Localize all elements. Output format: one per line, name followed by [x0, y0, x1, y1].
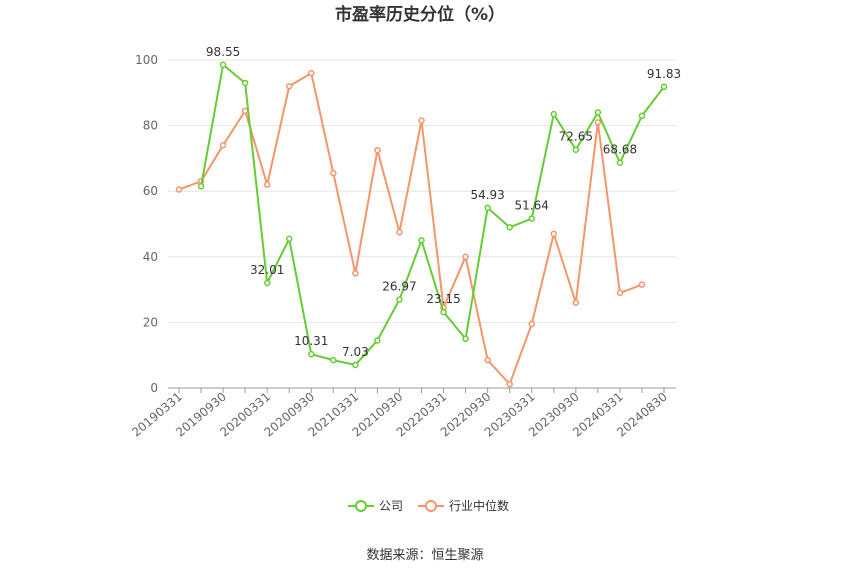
data-point-0: [528, 215, 535, 222]
data-point-1: [263, 181, 271, 188]
data-point-0: [550, 110, 558, 118]
y-tick-label: 20: [143, 315, 158, 329]
data-point-1: [572, 299, 580, 306]
data-point-1: [616, 289, 624, 297]
axes: [168, 387, 676, 393]
data-label: 68.68: [603, 143, 637, 157]
legend[interactable]: 公司 行业中位数: [348, 498, 509, 513]
data-point-0: [308, 350, 315, 358]
data-point-0: [484, 204, 491, 212]
data-point-1: [352, 269, 359, 277]
data-point-0: [374, 337, 381, 344]
grid-lines: [168, 59, 676, 323]
data-label: 26.97: [382, 280, 416, 294]
data-label: 10.31: [294, 334, 328, 348]
data-label: 51.64: [515, 199, 549, 213]
data-point-0: [219, 61, 227, 69]
data-point-1: [484, 356, 491, 364]
data-label: 54.93: [470, 188, 504, 202]
x-axis-ticks: 2019033120190930202003312020093020210331…: [129, 390, 670, 440]
data-point-0: [660, 83, 668, 91]
legend-label: 行业中位数: [449, 498, 509, 513]
data-point-1: [594, 119, 602, 126]
data-point-0: [462, 335, 469, 343]
data-labels: 98.55 32.01 10.31 7.03 26.97 23.15 54.93 51.64 7…: [206, 45, 681, 359]
data-point-0: [638, 112, 646, 120]
data-label: 23.15: [426, 292, 460, 306]
series-line-0: [200, 63, 665, 366]
data-point-1: [330, 169, 337, 177]
chart-title: 市盈率历史分位（%）: [335, 4, 505, 25]
data-point-0: [594, 109, 602, 116]
series-group: [175, 61, 668, 388]
data-point-0: [572, 146, 580, 153]
data-point-1: [638, 281, 646, 288]
legend-swatch-marker: [355, 500, 367, 512]
data-point-1: [241, 107, 249, 115]
data-point-0: [263, 279, 271, 287]
data-point-1: [396, 228, 403, 236]
data-point-1: [528, 320, 535, 328]
data-point-0: [197, 183, 205, 190]
data-point-0: [330, 356, 337, 364]
data-point-1: [374, 146, 381, 154]
series-line-1: [178, 72, 643, 386]
y-tick-label: 100: [135, 53, 158, 67]
y-axis-ticks: 0 20 40 60 80 100: [135, 53, 158, 395]
data-point-0: [418, 237, 425, 244]
data-label: 7.03: [342, 345, 369, 359]
data-point-0: [285, 235, 293, 243]
y-tick-label: 0: [150, 381, 158, 395]
data-point-0: [616, 159, 624, 166]
y-tick-label: 40: [143, 250, 158, 264]
legend-item-1[interactable]: 行业中位数: [418, 498, 509, 513]
y-tick-label: 80: [143, 119, 158, 133]
legend-swatch-marker: [425, 500, 437, 512]
data-point-1: [219, 142, 227, 149]
data-point-0: [396, 296, 403, 303]
data-point-0: [241, 79, 249, 87]
data-label: 72.65: [559, 130, 593, 144]
legend-label: 公司: [379, 499, 403, 513]
data-point-1: [550, 230, 558, 238]
data-label: 98.55: [206, 45, 240, 59]
legend-item-0[interactable]: 公司: [348, 499, 403, 513]
source-note: 数据来源：恒生聚源: [366, 548, 483, 563]
data-label: 32.01: [250, 263, 284, 277]
data-point-0: [440, 308, 447, 316]
data-label: 91.83: [647, 67, 681, 81]
y-tick-label: 60: [143, 184, 158, 198]
data-point-1: [462, 253, 469, 261]
data-point-1: [506, 380, 513, 388]
data-point-1: [175, 186, 183, 193]
data-point-0: [352, 361, 359, 369]
data-point-1: [418, 117, 425, 124]
data-point-1: [308, 69, 315, 77]
data-point-0: [506, 224, 513, 231]
data-point-1: [285, 82, 293, 90]
